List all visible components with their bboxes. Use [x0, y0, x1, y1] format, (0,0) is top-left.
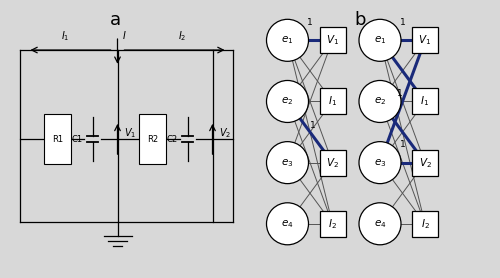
Text: $I_1$: $I_1$ [61, 29, 70, 43]
Text: 1: 1 [310, 121, 316, 130]
Text: R1: R1 [52, 135, 63, 143]
Text: 1: 1 [307, 18, 313, 27]
Ellipse shape [266, 80, 308, 123]
Text: $V_{2}$: $V_{2}$ [418, 156, 432, 170]
Ellipse shape [359, 80, 401, 123]
Text: a: a [110, 11, 120, 29]
Bar [412, 211, 438, 237]
Text: $I_{1}$: $I_{1}$ [328, 95, 337, 108]
Text: $e_{4}$: $e_{4}$ [374, 218, 386, 230]
Bar [412, 27, 438, 53]
Ellipse shape [359, 203, 401, 245]
Text: $V_1$: $V_1$ [124, 126, 136, 140]
Bar [320, 88, 345, 115]
Text: 1: 1 [400, 18, 406, 27]
Text: 1: 1 [400, 140, 406, 149]
Ellipse shape [266, 19, 308, 61]
Text: $I_{1}$: $I_{1}$ [420, 95, 430, 108]
Text: 1: 1 [397, 89, 403, 98]
Text: C2: C2 [167, 135, 178, 143]
Text: $V_2$: $V_2$ [219, 126, 231, 140]
Bar [320, 27, 345, 53]
Ellipse shape [359, 142, 401, 184]
Text: $V_{1}$: $V_{1}$ [326, 33, 339, 47]
Text: $e_{2}$: $e_{2}$ [282, 96, 294, 107]
Bar [412, 150, 438, 176]
Ellipse shape [266, 142, 308, 184]
Text: $V_{1}$: $V_{1}$ [418, 33, 432, 47]
Text: $e_{2}$: $e_{2}$ [374, 96, 386, 107]
Text: $e_{1}$: $e_{1}$ [374, 34, 386, 46]
Ellipse shape [359, 19, 401, 61]
Text: $V_{2}$: $V_{2}$ [326, 156, 339, 170]
Text: $I$: $I$ [122, 29, 127, 41]
Text: $e_{1}$: $e_{1}$ [282, 34, 294, 46]
Bar [320, 211, 345, 237]
Bar [138, 114, 166, 164]
Text: $e_{3}$: $e_{3}$ [374, 157, 386, 168]
Ellipse shape [266, 203, 308, 245]
Bar [44, 114, 72, 164]
Text: $I_2$: $I_2$ [178, 29, 186, 43]
Text: C1: C1 [72, 135, 83, 143]
Text: $I_{2}$: $I_{2}$ [420, 217, 430, 231]
Text: R2: R2 [147, 135, 158, 143]
Text: $I_{2}$: $I_{2}$ [328, 217, 337, 231]
Bar [412, 88, 438, 115]
Text: $e_{4}$: $e_{4}$ [281, 218, 294, 230]
Bar [320, 150, 345, 176]
Text: $e_{3}$: $e_{3}$ [282, 157, 294, 168]
Text: b: b [354, 11, 366, 29]
